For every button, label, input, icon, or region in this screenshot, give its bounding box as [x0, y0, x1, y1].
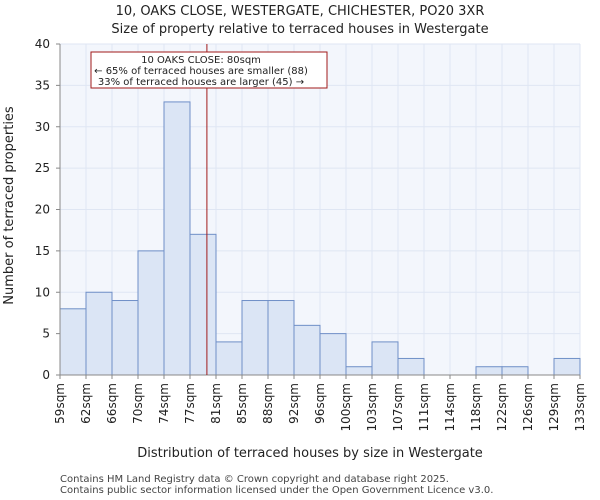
chart-subtitle: Size of property relative to terraced ho… — [111, 22, 489, 37]
bar[interactable] — [501, 366, 529, 376]
x-tick-label: 96sqm — [313, 383, 327, 424]
x-tick-label: 77sqm — [183, 383, 197, 424]
x-tick-label: 114sqm — [443, 383, 457, 431]
y-tick-label: 35 — [35, 78, 50, 92]
x-axis-label: Distribution of terraced houses by size … — [137, 446, 483, 461]
x-tick-label: 103sqm — [365, 383, 379, 431]
x-tick-label: 88sqm — [261, 383, 275, 424]
bar[interactable] — [59, 308, 87, 376]
y-tick-label: 30 — [35, 120, 50, 134]
y-tick-label: 5 — [42, 327, 50, 341]
x-tick-label: 107sqm — [391, 383, 405, 431]
x-tick-label: 66sqm — [105, 383, 119, 424]
x-tick-label: 62sqm — [79, 383, 93, 424]
x-tick-label: 74sqm — [157, 383, 171, 424]
annotation-line: ← 65% of terraced houses are smaller (88… — [94, 66, 308, 77]
x-tick-label: 85sqm — [235, 383, 249, 424]
x-tick-label: 133sqm — [573, 383, 587, 431]
x-tick-label: 70sqm — [131, 383, 145, 424]
bar[interactable] — [85, 291, 113, 376]
y-axis-label: Number of terraced properties — [2, 106, 17, 305]
bar[interactable] — [215, 341, 243, 376]
y-tick-label: 0 — [42, 368, 50, 382]
y-tick-label: 15 — [35, 244, 50, 258]
x-tick-label: 59sqm — [53, 383, 67, 424]
annotation-line: 10 OAKS CLOSE: 80sqm — [141, 55, 261, 66]
annotation-box — [90, 51, 328, 89]
chart-title: 10, OAKS CLOSE, WESTERGATE, CHICHESTER, … — [115, 4, 485, 19]
bar[interactable] — [241, 300, 269, 376]
bar[interactable] — [111, 300, 139, 376]
x-tick-label: 100sqm — [339, 383, 353, 431]
bar[interactable] — [553, 357, 581, 376]
bar[interactable] — [137, 250, 165, 376]
bar[interactable] — [319, 333, 347, 376]
x-tick-label: 122sqm — [495, 383, 509, 431]
x-tick-label: 118sqm — [469, 383, 483, 431]
annotation-line: 33% of terraced houses are larger (45) → — [98, 77, 304, 88]
y-tick-label: 40 — [35, 37, 50, 51]
bar[interactable] — [397, 357, 425, 376]
bar[interactable] — [163, 101, 191, 376]
footer-licence: Contains public sector information licen… — [60, 485, 494, 496]
bar[interactable] — [371, 341, 399, 376]
x-tick-label: 111sqm — [417, 383, 431, 431]
x-tick-label: 126sqm — [521, 383, 535, 431]
bar[interactable] — [189, 233, 217, 376]
y-tick-label: 20 — [35, 203, 50, 217]
x-tick-label: 81sqm — [209, 383, 223, 424]
bar[interactable] — [475, 366, 503, 376]
y-tick-label: 10 — [35, 285, 50, 299]
bar[interactable] — [345, 366, 373, 376]
x-tick-label: 92sqm — [287, 383, 301, 424]
bar[interactable] — [267, 300, 295, 376]
y-tick-label: 25 — [35, 161, 50, 175]
bar[interactable] — [293, 324, 321, 376]
x-tick-label: 129sqm — [547, 383, 561, 431]
footer-copyright: Contains HM Land Registry data © Crown c… — [60, 474, 449, 485]
